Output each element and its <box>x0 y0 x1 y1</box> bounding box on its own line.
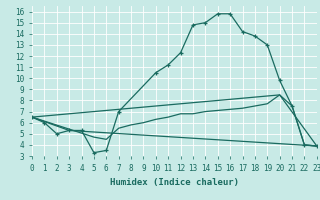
X-axis label: Humidex (Indice chaleur): Humidex (Indice chaleur) <box>110 178 239 187</box>
